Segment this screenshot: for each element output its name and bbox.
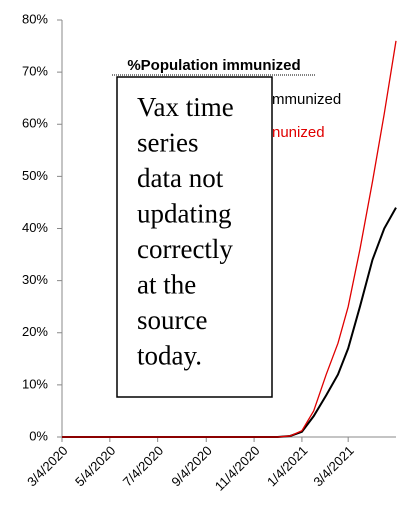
legend-entry: mmunized [272, 91, 341, 108]
annotation-line: Vax time [137, 92, 234, 122]
annotation-line: today. [137, 341, 202, 371]
x-tick-label: 1/4/2021 [264, 443, 310, 489]
x-tick-label: 5/4/2020 [72, 443, 118, 489]
x-tick-label: 7/4/2020 [120, 443, 166, 489]
y-tick-label: 70% [22, 64, 48, 79]
annotation-line: correctly [137, 234, 233, 264]
y-tick-label: 50% [22, 168, 48, 183]
annotation-line: series [137, 128, 198, 158]
y-tick-label: 80% [22, 11, 48, 26]
annotation-line: source [137, 305, 207, 335]
series-line [62, 40, 397, 438]
annotation-line: at the [137, 270, 196, 300]
x-tick-label: 3/4/2020 [24, 443, 70, 489]
legend-title: %Population immunized [127, 57, 300, 74]
y-tick-label: 10% [22, 376, 48, 391]
y-tick-label: 0% [29, 428, 48, 443]
x-tick-label: 11/4/2020 [212, 443, 263, 494]
annotation-box [116, 76, 273, 398]
y-tick-label: 20% [22, 324, 48, 339]
x-tick-label: 9/4/2020 [168, 443, 214, 489]
y-tick-label: 60% [22, 116, 48, 131]
legend-entry: nunized [272, 124, 325, 141]
y-tick-label: 40% [22, 220, 48, 235]
x-tick-label: 3/4/2021 [310, 443, 356, 489]
y-tick-label: 30% [22, 272, 48, 287]
annotation-line: updating [137, 199, 232, 229]
annotation-line: data not [137, 163, 224, 193]
